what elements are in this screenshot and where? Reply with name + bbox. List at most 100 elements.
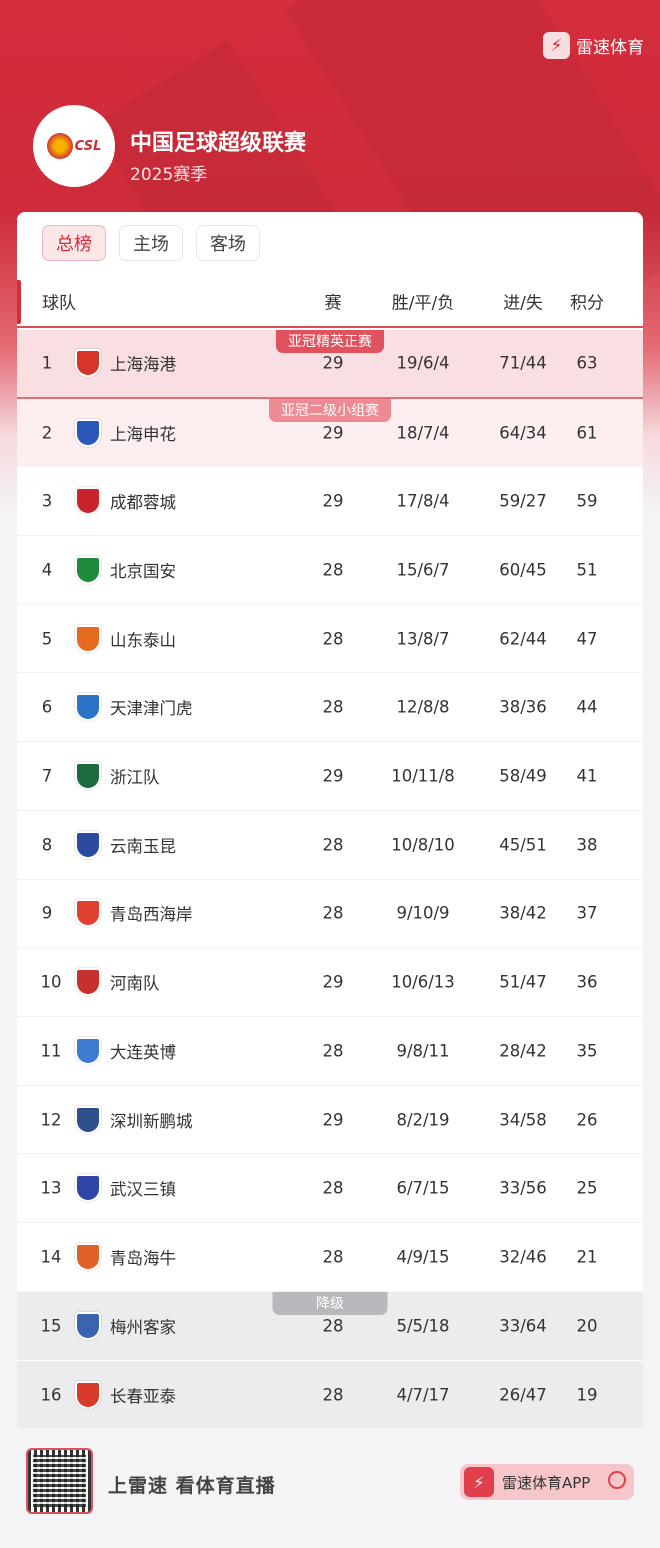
team-badge-icon <box>75 1380 101 1409</box>
goals: 38/36 <box>499 697 547 717</box>
team-badge-icon <box>75 899 101 928</box>
team-name[interactable]: 北京国安 <box>110 561 176 581</box>
wdl: 10/11/8 <box>391 766 455 786</box>
points: 35 <box>576 1041 598 1061</box>
team-badge-icon <box>75 349 101 378</box>
standings-card: 总榜 主场 客场 球队 赛 胜/平/负 进/失 积分 亚冠精英正赛 1 上海海港 29… <box>17 212 643 1428</box>
rank: 16 <box>40 1385 62 1405</box>
league-title: 中国足球超级联赛 <box>130 131 307 156</box>
team-badge-icon <box>75 1312 101 1341</box>
wdl: 4/9/15 <box>396 1247 450 1267</box>
rank: 14 <box>40 1247 62 1267</box>
played: 29 <box>322 353 344 373</box>
team-name[interactable]: 青岛海牛 <box>110 1248 176 1268</box>
table-row[interactable]: 14 青岛海牛 28 4/9/15 32/46 21 <box>17 1223 643 1292</box>
tab-overall[interactable]: 总榜 <box>42 225 106 261</box>
played: 28 <box>322 1178 344 1198</box>
points: 47 <box>576 629 598 649</box>
app-label: 雷速体育APP <box>502 1473 591 1492</box>
slogan: 上雷速 看体育直播 <box>108 1475 276 1497</box>
points: 59 <box>576 491 598 511</box>
rank: 5 <box>41 629 53 649</box>
team-badge-icon <box>75 555 101 584</box>
wdl: 9/8/11 <box>396 1041 450 1061</box>
table-row[interactable]: 13 武汉三镇 28 6/7/15 33/56 25 <box>17 1154 643 1224</box>
points: 41 <box>576 766 598 786</box>
wdl: 10/8/10 <box>391 835 455 855</box>
played: 28 <box>322 1385 344 1405</box>
tab-home[interactable]: 主场 <box>119 225 183 261</box>
table-row[interactable]: 5 山东泰山 28 13/8/7 62/44 47 <box>17 605 643 674</box>
rank: 12 <box>40 1110 62 1130</box>
goals: 62/44 <box>499 629 547 649</box>
table-row[interactable]: 12 深圳新鹏城 29 8/2/19 34/58 26 <box>17 1086 643 1155</box>
season-label: 2025赛季 <box>130 165 208 185</box>
col-played: 赛 <box>324 293 342 313</box>
table-row[interactable]: 16 长春亚泰 28 4/7/17 26/47 19 <box>17 1360 643 1428</box>
table-row[interactable]: 3 成都蓉城 29 17/8/4 59/27 59 <box>17 467 643 537</box>
points: 21 <box>576 1247 598 1267</box>
table-row[interactable]: 亚冠精英正赛 1 上海海港 29 19/6/4 71/44 63 <box>17 330 643 399</box>
played: 28 <box>322 1041 344 1061</box>
goals: 71/44 <box>499 353 547 373</box>
goals: 38/42 <box>499 903 547 923</box>
rank: 9 <box>41 903 53 923</box>
team-name[interactable]: 上海海港 <box>110 355 176 375</box>
league-logo: CSL <box>33 105 115 187</box>
team-name[interactable]: 大连英博 <box>110 1042 176 1062</box>
played: 29 <box>322 1110 344 1130</box>
table-row[interactable]: 10 河南队 29 10/6/13 51/47 36 <box>17 948 643 1017</box>
team-name[interactable]: 河南队 <box>110 974 160 994</box>
col-wdl: 胜/平/负 <box>391 293 455 313</box>
team-name[interactable]: 山东泰山 <box>110 630 176 650</box>
team-name[interactable]: 浙江队 <box>110 768 160 788</box>
team-name[interactable]: 天津津门虎 <box>110 699 193 719</box>
table-row[interactable]: 11 大连英博 28 9/8/11 28/42 35 <box>17 1017 643 1086</box>
table-row[interactable]: 9 青岛西海岸 28 9/10/9 38/42 37 <box>17 880 643 949</box>
goals: 59/27 <box>499 491 547 511</box>
rank: 1 <box>41 353 53 373</box>
team-name[interactable]: 梅州客家 <box>110 1318 176 1338</box>
team-badge-icon <box>75 1105 101 1134</box>
goals: 33/64 <box>499 1316 547 1336</box>
table-row[interactable]: 4 北京国安 28 15/6/7 60/45 51 <box>17 536 643 605</box>
points: 51 <box>576 560 598 580</box>
team-name[interactable]: 云南玉昆 <box>110 836 176 856</box>
wdl: 13/8/7 <box>396 629 450 649</box>
team-name[interactable]: 武汉三镇 <box>110 1180 176 1200</box>
wdl: 5/5/18 <box>396 1316 450 1336</box>
points: 25 <box>576 1178 598 1198</box>
app-search-button[interactable]: ⚡ 雷速体育APP <box>460 1464 634 1500</box>
search-icon <box>608 1471 626 1489</box>
goals: 64/34 <box>499 423 547 443</box>
team-badge-icon <box>75 830 101 859</box>
played: 29 <box>322 423 344 443</box>
team-name[interactable]: 深圳新鹏城 <box>110 1111 193 1131</box>
goals: 33/56 <box>499 1178 547 1198</box>
table-row[interactable]: 降级 15 梅州客家 28 5/5/18 33/64 20 <box>17 1291 643 1361</box>
points: 36 <box>576 972 598 992</box>
rank: 3 <box>41 491 53 511</box>
played: 29 <box>322 766 344 786</box>
goals: 60/45 <box>499 560 547 580</box>
wdl: 6/7/15 <box>396 1178 450 1198</box>
team-name[interactable]: 青岛西海岸 <box>110 905 193 925</box>
played: 28 <box>322 560 344 580</box>
league-logo-text: CSL <box>74 138 102 154</box>
table-row[interactable]: 亚冠二级小组赛 2 上海申花 29 18/7/4 64/34 61 <box>17 398 643 468</box>
table-row[interactable]: 7 浙江队 29 10/11/8 58/49 41 <box>17 742 643 811</box>
tab-away[interactable]: 客场 <box>196 225 260 261</box>
team-name[interactable]: 成都蓉城 <box>110 493 176 513</box>
team-badge-icon <box>75 1242 101 1271</box>
points: 63 <box>576 353 598 373</box>
team-name[interactable]: 长春亚泰 <box>110 1386 176 1406</box>
team-name[interactable]: 上海申花 <box>110 424 176 444</box>
rank: 8 <box>41 835 53 855</box>
goals: 45/51 <box>499 835 547 855</box>
brand-name: 雷速体育 <box>576 38 644 58</box>
goals: 34/58 <box>499 1110 547 1130</box>
table-row[interactable]: 8 云南玉昆 28 10/8/10 45/51 38 <box>17 811 643 880</box>
wdl: 15/6/7 <box>396 560 450 580</box>
table-row[interactable]: 6 天津津门虎 28 12/8/8 38/36 44 <box>17 674 643 743</box>
team-badge-icon <box>75 1174 101 1203</box>
